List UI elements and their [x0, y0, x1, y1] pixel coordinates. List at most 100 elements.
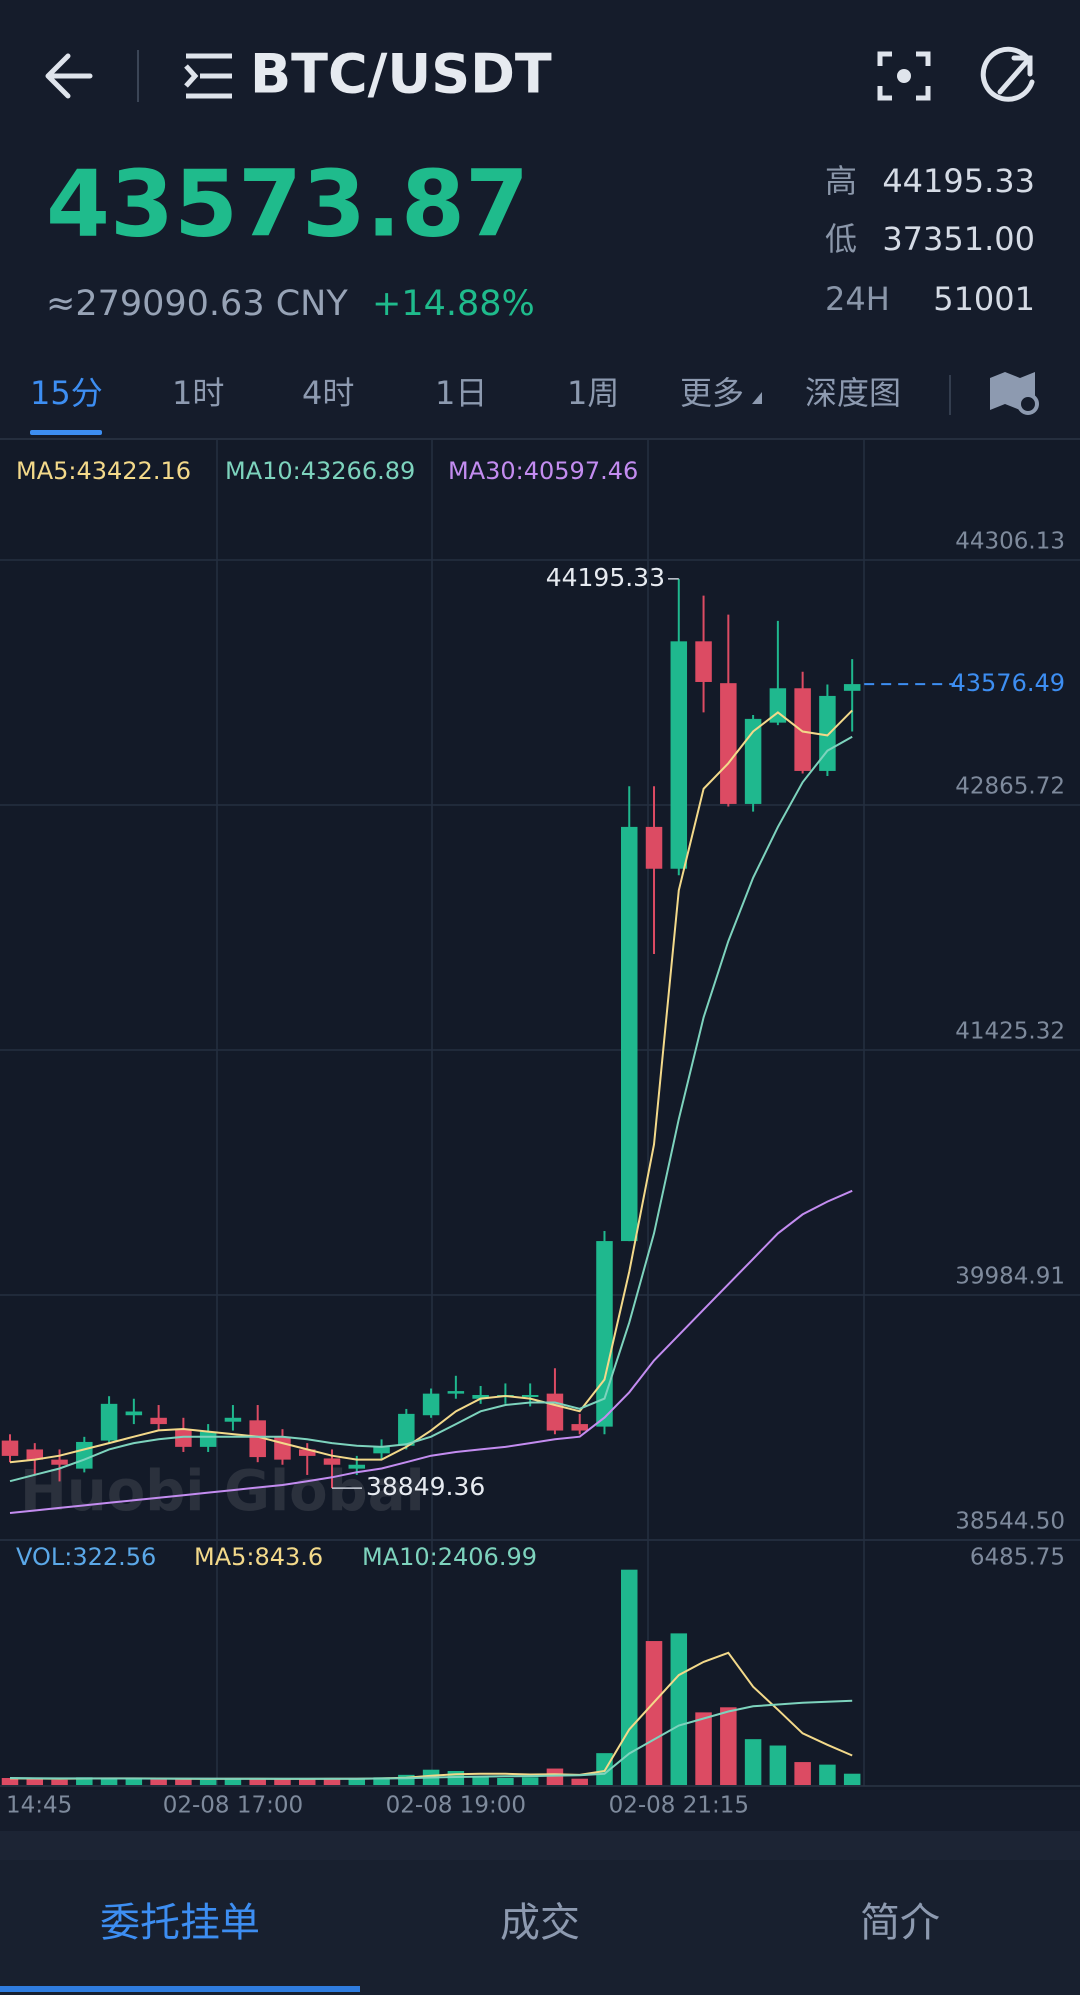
candle-body	[150, 1417, 167, 1425]
market-menu[interactable]	[184, 53, 232, 99]
vol-tick-label: 6485.75	[970, 1545, 1065, 1571]
volume-bar	[720, 1707, 737, 1785]
candle-body	[546, 1393, 564, 1431]
volume-bar	[621, 1569, 638, 1785]
candle-body	[199, 1431, 217, 1447]
candle-body	[596, 1241, 613, 1427]
volume-bar	[323, 1778, 341, 1785]
volume-bar	[76, 1777, 93, 1785]
volume-bar	[521, 1777, 539, 1785]
candle-body	[398, 1413, 415, 1446]
volume-bar	[224, 1778, 242, 1785]
candle-body	[447, 1391, 465, 1394]
volume-bar	[1, 1778, 19, 1785]
ma-label: MA30:40597.46	[448, 457, 638, 485]
period-tab[interactable]: 1时	[172, 374, 224, 412]
back-arrow	[45, 53, 93, 99]
scan-dot	[897, 69, 911, 83]
period-tab[interactable]: 1周	[567, 374, 619, 412]
pair-title: BTC/USDT	[250, 43, 552, 106]
candle-body	[769, 688, 787, 723]
candle-body	[843, 684, 861, 691]
y-tick-label: 42865.72	[955, 774, 1065, 800]
candle-body	[51, 1459, 68, 1465]
low-label: 38849.36	[366, 1472, 485, 1501]
candle-body	[26, 1449, 44, 1460]
ma-label: MA10:43266.89	[225, 457, 415, 485]
chart-area	[0, 440, 1080, 1790]
menu-icon	[184, 53, 232, 99]
volume-bar	[497, 1778, 514, 1785]
candle-body	[125, 1411, 143, 1416]
period-tab[interactable]: 15分	[30, 374, 103, 412]
ma-label: MA5:43422.16	[16, 457, 191, 485]
vol-label: VOL:322.56	[16, 1543, 156, 1571]
period-bar: 15分 1时 4时 1日 1周 更多 深度图	[30, 374, 901, 412]
high-label: 44195.33	[546, 563, 665, 592]
vol-ma-label: MA5:843.6	[194, 1543, 323, 1571]
candle-body	[175, 1429, 192, 1447]
volume-bar	[645, 1641, 663, 1785]
x-tick-label: 02-08 19:00	[386, 1793, 526, 1819]
volume-bar	[819, 1764, 836, 1785]
volume-bar	[398, 1774, 415, 1785]
bottom-tab[interactable]: 成交	[500, 1900, 580, 1946]
ma-line	[9, 709, 853, 1464]
volume-bar	[274, 1779, 291, 1785]
stat-value: 51001	[933, 280, 1035, 318]
chart-settings[interactable]	[990, 372, 1039, 415]
back-button[interactable]	[45, 53, 93, 99]
vertical-grid	[216, 440, 865, 1786]
candle-body	[794, 688, 811, 771]
share-arc	[980, 46, 1035, 102]
volume-bar	[769, 1745, 787, 1785]
volume-bar	[51, 1779, 68, 1785]
share-arrow	[997, 55, 1033, 95]
vol-ma-line	[9, 1699, 853, 1780]
last-price: 43573.87	[46, 150, 529, 257]
volume-bar	[199, 1779, 217, 1785]
volume-bar	[298, 1779, 316, 1785]
candle-body	[298, 1449, 316, 1456]
volume-bar	[26, 1778, 44, 1785]
period-tab[interactable]: 更多	[680, 374, 744, 412]
active-period-underline	[30, 430, 102, 435]
x-tick-label: 14:45	[6, 1793, 72, 1819]
share-button[interactable]	[980, 46, 1035, 102]
volume-bar	[249, 1778, 266, 1785]
candle-body	[571, 1424, 588, 1431]
stat-label: 24H	[825, 280, 890, 318]
period-tab[interactable]: 1日	[435, 374, 487, 412]
period-tab[interactable]: 4时	[302, 374, 354, 412]
settings-gear	[1017, 393, 1039, 415]
candle-body	[695, 641, 712, 682]
volume-bar	[150, 1779, 167, 1785]
stat-label: 高	[825, 162, 857, 200]
candle-body	[744, 718, 762, 804]
bottom-tab[interactable]: 委托挂单	[100, 1900, 260, 1946]
candle-body	[373, 1446, 390, 1454]
stat-label: 低	[825, 220, 857, 258]
candle-body	[76, 1441, 93, 1469]
candle-body	[720, 683, 737, 804]
screenshot-button[interactable]	[877, 51, 931, 101]
period-tab[interactable]: 深度图	[805, 374, 901, 412]
volume-bar	[670, 1633, 688, 1785]
change-percent: +14.88%	[372, 284, 535, 324]
candle-body	[621, 826, 638, 1242]
volume-bar	[472, 1776, 489, 1785]
bottom-tab[interactable]: 简介	[860, 1900, 940, 1946]
vol-ma-label: MA10:2406.99	[362, 1543, 537, 1571]
volume-bar	[744, 1739, 762, 1785]
candle-body	[100, 1403, 118, 1441]
active-tab-underline	[0, 1986, 360, 1992]
x-tick-label: 02-08 21:15	[609, 1793, 749, 1819]
candle-body	[670, 641, 688, 869]
scan-icon	[877, 51, 931, 101]
y-tick-label: 38544.50	[955, 1509, 1065, 1535]
y-tick-label: 41425.32	[955, 1018, 1065, 1044]
volume-bar	[100, 1778, 118, 1785]
candle-body	[224, 1417, 242, 1422]
candle-body	[274, 1436, 291, 1460]
